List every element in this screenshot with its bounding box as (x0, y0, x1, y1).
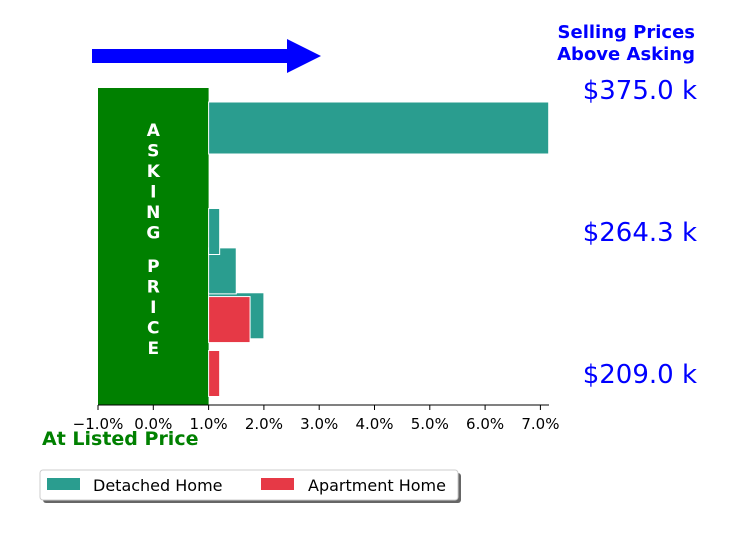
legend-label-detached: Detached Home (93, 476, 223, 495)
price-label-bottom: $209.0 k (583, 360, 697, 390)
apartment-bar-1 (208, 350, 221, 397)
x-tick-label: 1.0% (190, 415, 228, 433)
bars-group (208, 101, 550, 397)
x-tick-label: 3.0% (300, 415, 338, 433)
asking-price-letter: I (150, 183, 156, 203)
x-tick-label: 4.0% (355, 415, 393, 433)
legend-swatch-apartment (261, 478, 294, 490)
legend: Detached Home Apartment Home (39, 469, 461, 503)
asking-price-letter: N (146, 203, 160, 223)
right-arrow (92, 39, 321, 73)
x-tick-label: −1.0% (73, 415, 124, 433)
price-label-middle: $264.3 k (583, 218, 697, 248)
asking-price-letter: G (146, 224, 160, 244)
asking-price-letter: A (147, 121, 161, 141)
chart-title-line-1: Selling Prices (558, 22, 695, 43)
x-tick-label: 6.0% (466, 415, 504, 433)
x-tick-label: 5.0% (411, 415, 449, 433)
detached-bar-3 (208, 208, 221, 255)
asking-price-letter: K (147, 162, 161, 182)
asking-price-letter: S (147, 142, 159, 162)
chart-title-line-2: Above Asking (557, 44, 695, 65)
asking-price-letter: R (147, 278, 160, 298)
asking-price-band-group (98, 88, 209, 405)
x-tick-label: 2.0% (245, 415, 283, 433)
asking-price-letter: C (147, 319, 159, 339)
asking-price-band (98, 88, 209, 405)
price-label-top: $375.0 k (583, 76, 697, 106)
detached-bar-0 (208, 101, 550, 155)
x-axis-ticks: −1.0% 0.0% 1.0% 2.0% 3.0% 4.0% 5.0% 6.0% 7.0% (73, 405, 559, 433)
legend-label-apartment: Apartment Home (308, 476, 446, 495)
x-tick-label: 7.0% (521, 415, 559, 433)
asking-price-letter: I (150, 298, 156, 318)
x-tick-label: 0.0% (134, 415, 172, 433)
asking-price-letter: E (147, 339, 159, 359)
asking-price-letter: P (147, 257, 159, 277)
legend-frame (39, 469, 459, 501)
x-axis-label: At Listed Price (42, 428, 198, 450)
apartment-bar-0 (208, 296, 251, 344)
detached-bar-2 (208, 247, 237, 295)
legend-swatch-detached (47, 478, 80, 490)
